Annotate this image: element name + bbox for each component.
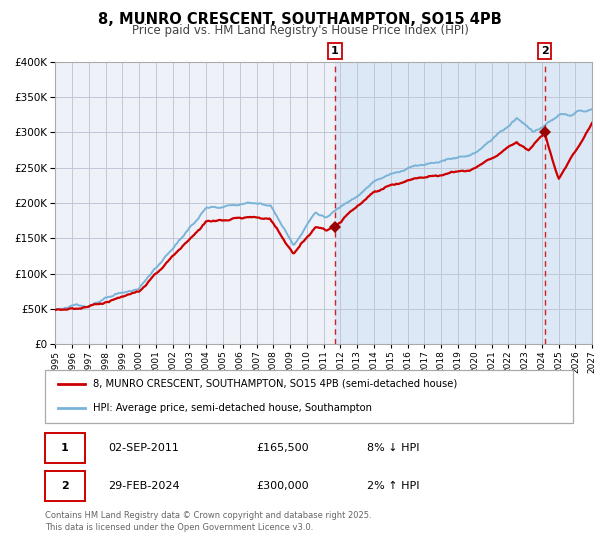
Text: 2% ↑ HPI: 2% ↑ HPI (367, 480, 419, 491)
Bar (335, 62, 592, 344)
FancyBboxPatch shape (45, 370, 573, 423)
Text: 1: 1 (331, 46, 339, 56)
Text: £165,500: £165,500 (256, 443, 309, 453)
Text: 2: 2 (61, 480, 68, 491)
Text: 8, MUNRO CRESCENT, SOUTHAMPTON, SO15 4PB: 8, MUNRO CRESCENT, SOUTHAMPTON, SO15 4PB (98, 12, 502, 27)
Text: 29-FEB-2024: 29-FEB-2024 (109, 480, 180, 491)
FancyBboxPatch shape (45, 433, 85, 463)
FancyBboxPatch shape (45, 470, 85, 501)
Text: 8% ↓ HPI: 8% ↓ HPI (367, 443, 419, 453)
Text: £300,000: £300,000 (256, 480, 309, 491)
Text: 02-SEP-2011: 02-SEP-2011 (109, 443, 179, 453)
Text: 8, MUNRO CRESCENT, SOUTHAMPTON, SO15 4PB (semi-detached house): 8, MUNRO CRESCENT, SOUTHAMPTON, SO15 4PB… (92, 379, 457, 389)
Text: 2: 2 (541, 46, 548, 56)
Text: Price paid vs. HM Land Registry's House Price Index (HPI): Price paid vs. HM Land Registry's House … (131, 24, 469, 37)
Text: 1: 1 (61, 443, 68, 453)
Text: Contains HM Land Registry data © Crown copyright and database right 2025.
This d: Contains HM Land Registry data © Crown c… (45, 511, 371, 531)
Text: HPI: Average price, semi-detached house, Southampton: HPI: Average price, semi-detached house,… (92, 403, 371, 413)
